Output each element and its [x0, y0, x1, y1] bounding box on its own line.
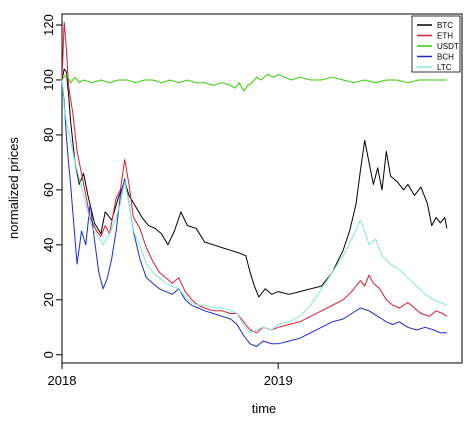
y-tick-label: 120	[41, 14, 56, 36]
x-axis-title: time	[252, 401, 277, 416]
series-line-bch	[61, 79, 447, 347]
series-line-btc	[61, 68, 448, 298]
y-tick-label: 20	[41, 293, 56, 307]
legend-label-btc: BTC	[437, 21, 453, 30]
y-tick-label: 60	[41, 183, 56, 197]
legend-label-bch: BCH	[437, 53, 454, 62]
legend-label-ltc: LTC	[437, 63, 452, 72]
x-tick-label: 2019	[264, 373, 293, 388]
y-tick-label: 80	[41, 128, 56, 142]
legend-label-usdt: USDT	[437, 42, 459, 51]
x-axis: 2018 2019	[48, 363, 293, 388]
legend-label-eth: ETH	[437, 32, 453, 41]
y-tick-label: 100	[41, 69, 56, 91]
series-line-ltc	[61, 79, 448, 334]
series-line-eth	[61, 21, 448, 334]
y-tick-label: 40	[41, 238, 56, 252]
y-tick-label: 0	[41, 351, 56, 358]
series-layer	[61, 21, 448, 347]
y-axis: 0 20 40 60 80 100 120	[41, 14, 62, 358]
series-line-usdt	[61, 74, 447, 92]
plot-frame	[61, 13, 463, 364]
x-tick-label: 2018	[48, 373, 77, 388]
y-axis-title: normalized prices	[6, 137, 21, 239]
